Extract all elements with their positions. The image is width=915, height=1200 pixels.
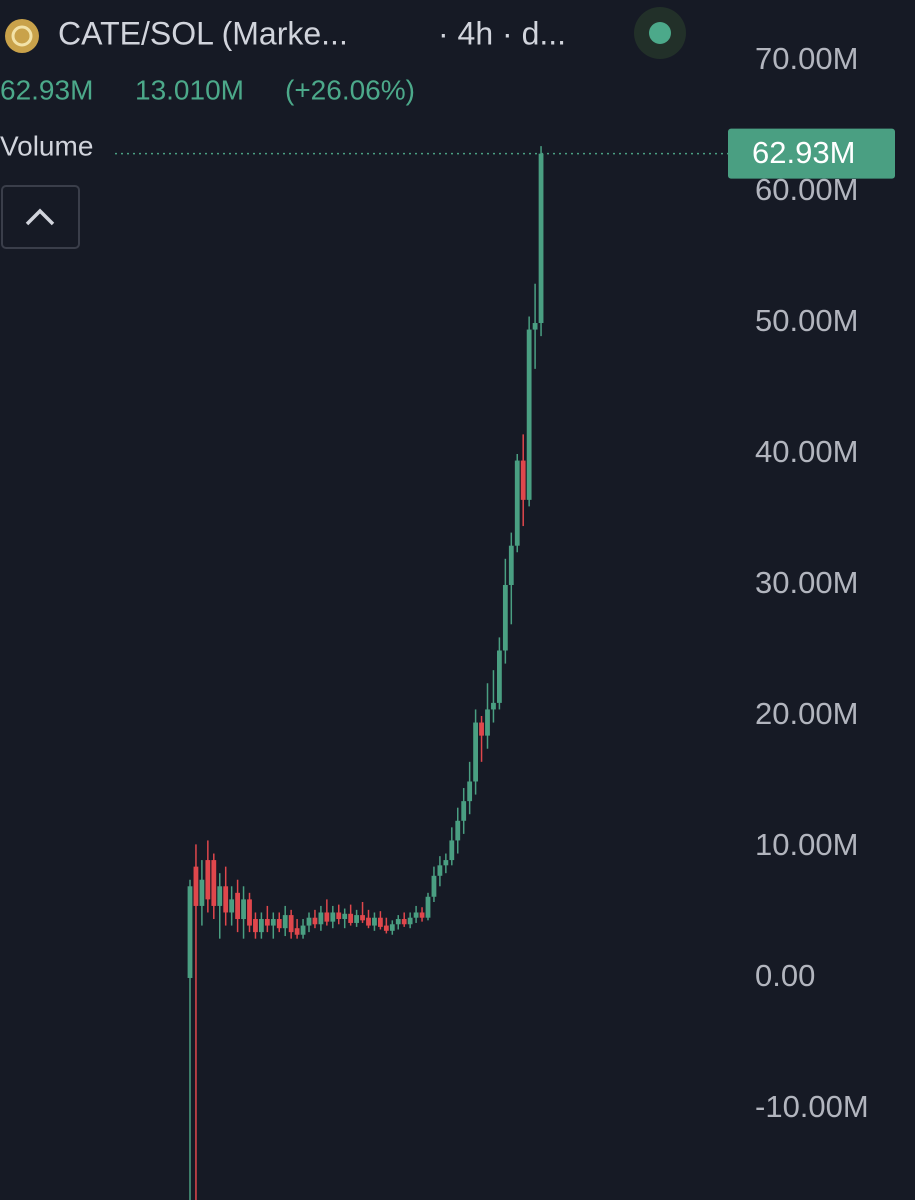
candle-body [288, 915, 294, 933]
candle-body [342, 913, 348, 920]
candle-body [467, 781, 473, 802]
candle-body [419, 912, 425, 918]
candle-body [538, 153, 544, 324]
candle-body [497, 650, 502, 703]
candle-body [241, 899, 246, 920]
candle-body [336, 912, 342, 920]
last-value: 62.93M [0, 74, 93, 105]
candle-body [306, 917, 312, 926]
candle-body [294, 928, 300, 935]
candle-body [485, 709, 490, 736]
candle-body [443, 860, 449, 866]
candle-body [205, 860, 211, 900]
candle-body [193, 866, 199, 906]
price-tag-label: 62.93M [752, 135, 855, 170]
interval: · 4h · d... [438, 15, 566, 51]
candle-body [235, 892, 240, 920]
candle-body [401, 919, 407, 925]
collapse-button[interactable] [1, 185, 80, 249]
y-tick-label: 50.00M [755, 303, 858, 338]
candle-body [413, 912, 419, 918]
candle-body [437, 865, 443, 876]
token-icon-inner [11, 25, 33, 47]
candle-body [264, 919, 270, 926]
symbol-title: CATE/SOL (Marke... [58, 15, 348, 51]
y-tick-label: 30.00M [755, 565, 858, 600]
change-value: 13.010M [135, 74, 244, 105]
candle-body [253, 919, 258, 933]
token-icon [5, 19, 39, 53]
candle-body [312, 917, 318, 925]
candle-body [479, 722, 484, 736]
candle-body [247, 899, 252, 926]
candle-body [431, 875, 437, 897]
candle-body [389, 924, 395, 931]
plot-area [115, 146, 728, 1200]
candle-body [461, 801, 467, 821]
status-dot [649, 22, 671, 44]
candle-body [211, 860, 217, 906]
candle-body [199, 879, 205, 906]
y-axis: -10.00M 0.00 10.00M 20.00M 30.00M 40.00M 50.00… [728, 41, 895, 1124]
candle-body [449, 840, 455, 861]
candle-body [276, 919, 282, 929]
change-percent: (+26.06%) [285, 74, 415, 105]
candle-body [378, 917, 383, 927]
y-tick-label: 10.00M [755, 827, 858, 862]
candle-body [425, 896, 431, 918]
candle-body [508, 545, 514, 586]
y-tick-label: 20.00M [755, 696, 858, 731]
candle-body [270, 919, 276, 926]
y-tick-label: 0.00 [755, 958, 815, 993]
candle-body [318, 912, 324, 925]
candle-body [354, 915, 359, 923]
candle-body [532, 323, 538, 330]
candle-body [366, 917, 371, 926]
candle-body [526, 329, 532, 500]
candle-body [455, 820, 461, 841]
candle-body [300, 925, 306, 935]
candle-body [383, 925, 389, 931]
candle-body [520, 460, 526, 500]
candle-body [229, 899, 235, 913]
candle-body [407, 917, 413, 925]
candle-body [348, 913, 354, 923]
candle-body [217, 886, 223, 906]
candle-body [223, 886, 229, 913]
candle-body [372, 917, 377, 926]
candle-body [473, 722, 478, 782]
candle-body [491, 702, 496, 710]
price-tag [728, 128, 895, 179]
candle-body [259, 919, 264, 933]
chevron-up [25, 208, 55, 226]
y-tick-label: 70.00M [755, 41, 858, 76]
candle-body [187, 886, 193, 978]
y-tick-label: -10.00M [755, 1089, 869, 1124]
candle-body [324, 912, 330, 922]
candle-body [502, 585, 508, 651]
candle-body [360, 915, 365, 921]
candle-body [514, 460, 520, 546]
indicator-label: Volume [0, 130, 93, 161]
y-tick-label: 40.00M [755, 434, 858, 469]
candle-body [282, 915, 288, 929]
candle-body [395, 919, 401, 925]
candle-body [330, 912, 336, 922]
